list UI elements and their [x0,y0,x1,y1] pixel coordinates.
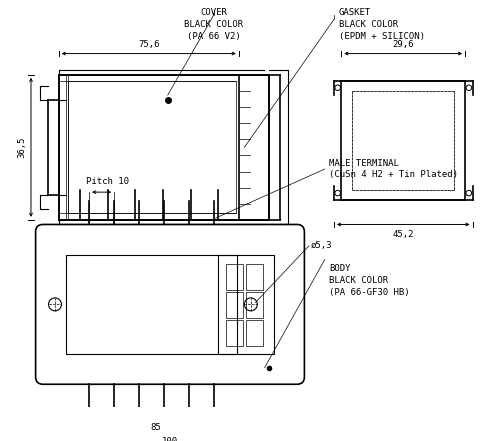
Text: ø5,3: ø5,3 [311,241,332,250]
Bar [226,320,242,346]
Text: 100: 100 [162,437,178,441]
Bar [226,264,242,290]
Bar [239,75,270,220]
Text: 29,6: 29,6 [392,40,414,49]
FancyBboxPatch shape [36,224,304,384]
Bar [58,75,270,220]
Text: MALE TERMINAL
(CuSn 4 H2 + Tin Plated): MALE TERMINAL (CuSn 4 H2 + Tin Plated) [330,159,458,179]
Text: 85: 85 [151,423,162,432]
Bar [342,81,465,199]
Text: 75,6: 75,6 [138,40,160,49]
Bar [352,90,454,190]
Text: 45,2: 45,2 [392,230,414,239]
Text: Pitch 10: Pitch 10 [86,176,129,186]
Bar [68,81,236,213]
Text: GASKET
BLACK COLOR
(EPDM + SILICON): GASKET BLACK COLOR (EPDM + SILICON) [338,8,424,41]
Bar [246,264,263,290]
Bar [66,255,237,354]
Bar [218,255,274,354]
Text: 36,5: 36,5 [18,137,26,158]
Bar [226,292,242,318]
Bar [246,292,263,318]
Bar [246,320,263,346]
Text: COVER
BLACK COLOR
(PA 66 V2): COVER BLACK COLOR (PA 66 V2) [184,8,244,41]
Text: BODY
BLACK COLOR
(PA 66-GF30 HB): BODY BLACK COLOR (PA 66-GF30 HB) [330,264,410,297]
